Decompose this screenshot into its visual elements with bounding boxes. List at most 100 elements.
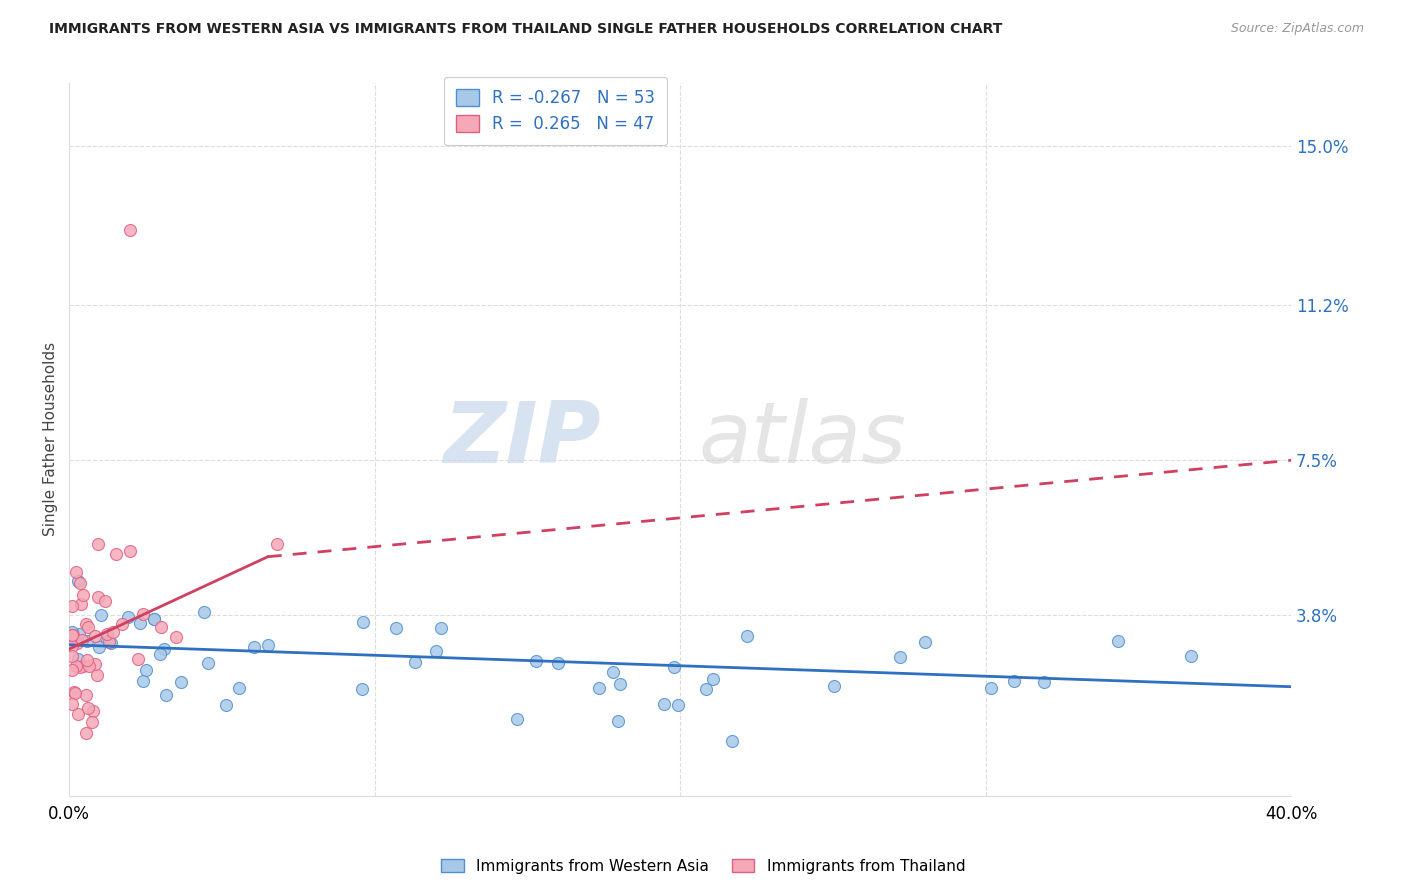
Point — [66, 707, 89, 722]
Legend: R = -0.267   N = 53, R =  0.265   N = 47: R = -0.267 N = 53, R = 0.265 N = 47 — [444, 77, 668, 145]
Text: IMMIGRANTS FROM WESTERN ASIA VS IMMIGRANTS FROM THAILAND SINGLE FATHER HOUSEHOLD: IMMIGRANTS FROM WESTERN ASIA VS IMMIGRAN… — [49, 22, 1002, 37]
Point — [70, 598, 93, 612]
Point — [60, 599, 83, 613]
Point — [67, 627, 90, 641]
Point — [385, 621, 408, 635]
Point — [60, 649, 83, 664]
Point — [165, 630, 187, 644]
Point — [132, 607, 155, 621]
Point — [77, 659, 100, 673]
Point — [149, 647, 172, 661]
Point — [66, 574, 89, 588]
Point — [695, 681, 717, 696]
Point — [914, 635, 936, 649]
Point — [62, 685, 84, 699]
Point — [1180, 649, 1202, 664]
Point — [602, 665, 624, 680]
Point — [524, 654, 547, 668]
Point — [75, 726, 97, 740]
Text: Source: ZipAtlas.com: Source: ZipAtlas.com — [1230, 22, 1364, 36]
Point — [101, 624, 124, 639]
Point — [404, 655, 426, 669]
Point — [228, 681, 250, 696]
Point — [266, 537, 288, 551]
Point — [82, 715, 104, 730]
Point — [257, 639, 280, 653]
Point — [69, 659, 91, 673]
Point — [127, 651, 149, 665]
Point — [65, 565, 87, 579]
Point — [702, 672, 724, 686]
Text: ZIP: ZIP — [443, 398, 600, 481]
Point — [607, 714, 630, 729]
Point — [60, 663, 83, 677]
Point — [662, 660, 685, 674]
Point — [60, 697, 83, 711]
Point — [155, 688, 177, 702]
Point — [609, 677, 631, 691]
Point — [118, 543, 141, 558]
Point — [193, 605, 215, 619]
Point — [588, 681, 610, 696]
Point — [215, 698, 238, 712]
Point — [66, 636, 89, 650]
Point — [142, 612, 165, 626]
Point — [76, 633, 98, 648]
Text: atlas: atlas — [699, 398, 907, 481]
Point — [117, 610, 139, 624]
Point — [430, 621, 453, 635]
Point — [76, 653, 98, 667]
Point — [1107, 633, 1129, 648]
Point — [96, 627, 118, 641]
Legend: Immigrants from Western Asia, Immigrants from Thailand: Immigrants from Western Asia, Immigrants… — [434, 853, 972, 880]
Point — [84, 657, 107, 672]
Point — [63, 686, 86, 700]
Point — [170, 674, 193, 689]
Point — [100, 635, 122, 649]
Point — [67, 652, 90, 666]
Point — [65, 659, 87, 673]
Point — [352, 615, 374, 629]
Point — [1002, 673, 1025, 688]
Point — [72, 632, 94, 647]
Point — [86, 590, 108, 604]
Point — [721, 734, 744, 748]
Point — [352, 681, 374, 696]
Point — [135, 663, 157, 677]
Point — [652, 697, 675, 711]
Point — [666, 698, 689, 712]
Point — [197, 656, 219, 670]
Point — [506, 712, 529, 726]
Point — [889, 650, 911, 665]
Point — [96, 634, 118, 648]
Point — [980, 681, 1002, 695]
Point — [111, 616, 134, 631]
Point — [82, 705, 104, 719]
Point — [823, 679, 845, 693]
Point — [98, 635, 121, 649]
Point — [72, 659, 94, 673]
Point — [60, 628, 83, 642]
Point — [72, 588, 94, 602]
Point — [90, 607, 112, 622]
Point — [69, 576, 91, 591]
Point — [77, 701, 100, 715]
Point — [425, 643, 447, 657]
Point — [104, 548, 127, 562]
Point — [87, 640, 110, 654]
Point — [143, 612, 166, 626]
Point — [60, 627, 83, 641]
Point — [60, 639, 83, 653]
Point — [120, 222, 142, 236]
Point — [77, 619, 100, 633]
Point — [86, 537, 108, 551]
Point — [1032, 675, 1054, 690]
Point — [243, 640, 266, 654]
Point — [75, 617, 97, 632]
Point — [94, 594, 117, 608]
Y-axis label: Single Father Households: Single Father Households — [44, 343, 58, 536]
Point — [62, 628, 84, 642]
Point — [149, 620, 172, 634]
Point — [60, 624, 83, 639]
Point — [75, 688, 97, 702]
